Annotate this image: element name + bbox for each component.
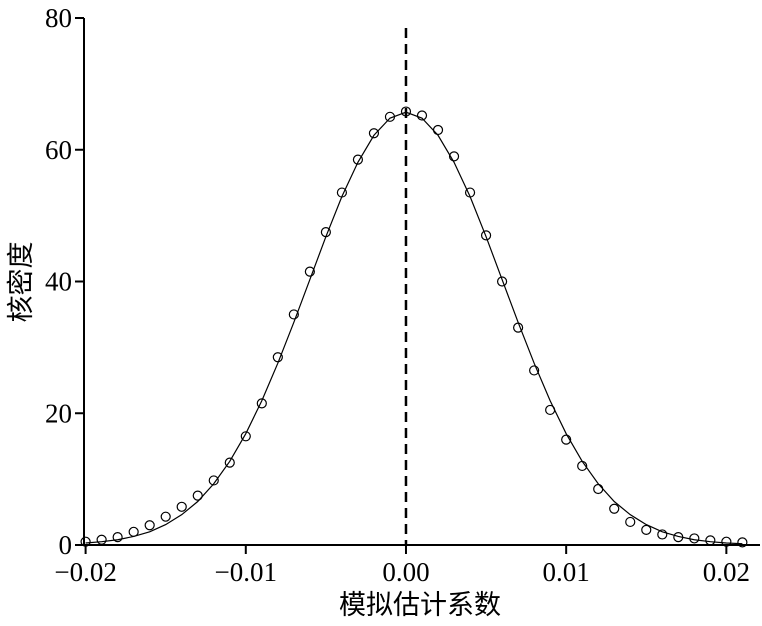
y-tick-label: 20 [45,398,72,428]
density-point [80,536,91,547]
y-tick-label: 40 [45,267,72,297]
density-point [240,431,251,442]
y-tick-label: 60 [45,135,72,165]
density-point [112,531,123,543]
x-tick-label: −0.01 [215,557,277,587]
density-point [208,475,219,486]
density-point [368,128,380,139]
density-point [304,266,315,277]
density-point [641,524,652,535]
density-point [448,151,460,162]
density-point [689,533,700,544]
x-tick-label: 0.00 [382,557,429,587]
density-point [320,226,331,238]
density-point [480,230,492,241]
density-point [464,187,476,198]
density-point [128,526,139,537]
density-point [416,110,428,121]
density-point [352,154,364,165]
x-tick-label: 0.02 [703,557,750,587]
density-point [432,124,444,136]
density-point [513,322,524,333]
density-point [288,309,299,320]
density-point [737,537,748,548]
y-tick-label: 0 [59,530,73,560]
density-point [256,398,267,409]
x-tick-label: 0.01 [543,557,590,587]
density-point [657,529,668,540]
density-point [384,111,396,122]
density-point [529,365,540,376]
density-point [561,434,572,445]
x-tick-label: −0.02 [54,557,116,587]
density-point [545,404,556,416]
fit-line [85,111,743,545]
density-point [496,276,508,287]
density-point [721,536,732,547]
density-point [272,352,283,363]
density-point [96,534,107,545]
density-point [673,531,684,543]
y-axis-label: 核密度 [6,242,36,323]
density-point [400,106,412,117]
y-tick-label: 80 [45,3,72,33]
density-point [705,535,716,546]
density-point [577,460,588,472]
density-point [192,490,203,501]
density-point [336,187,348,198]
density-point [176,501,187,512]
density-point [609,503,620,514]
density-point [160,511,171,522]
density-point [625,516,636,528]
density-point [144,520,155,531]
x-axis-label: 模拟估计系数 [339,590,501,620]
density-point [224,457,235,468]
density-point [593,483,604,495]
